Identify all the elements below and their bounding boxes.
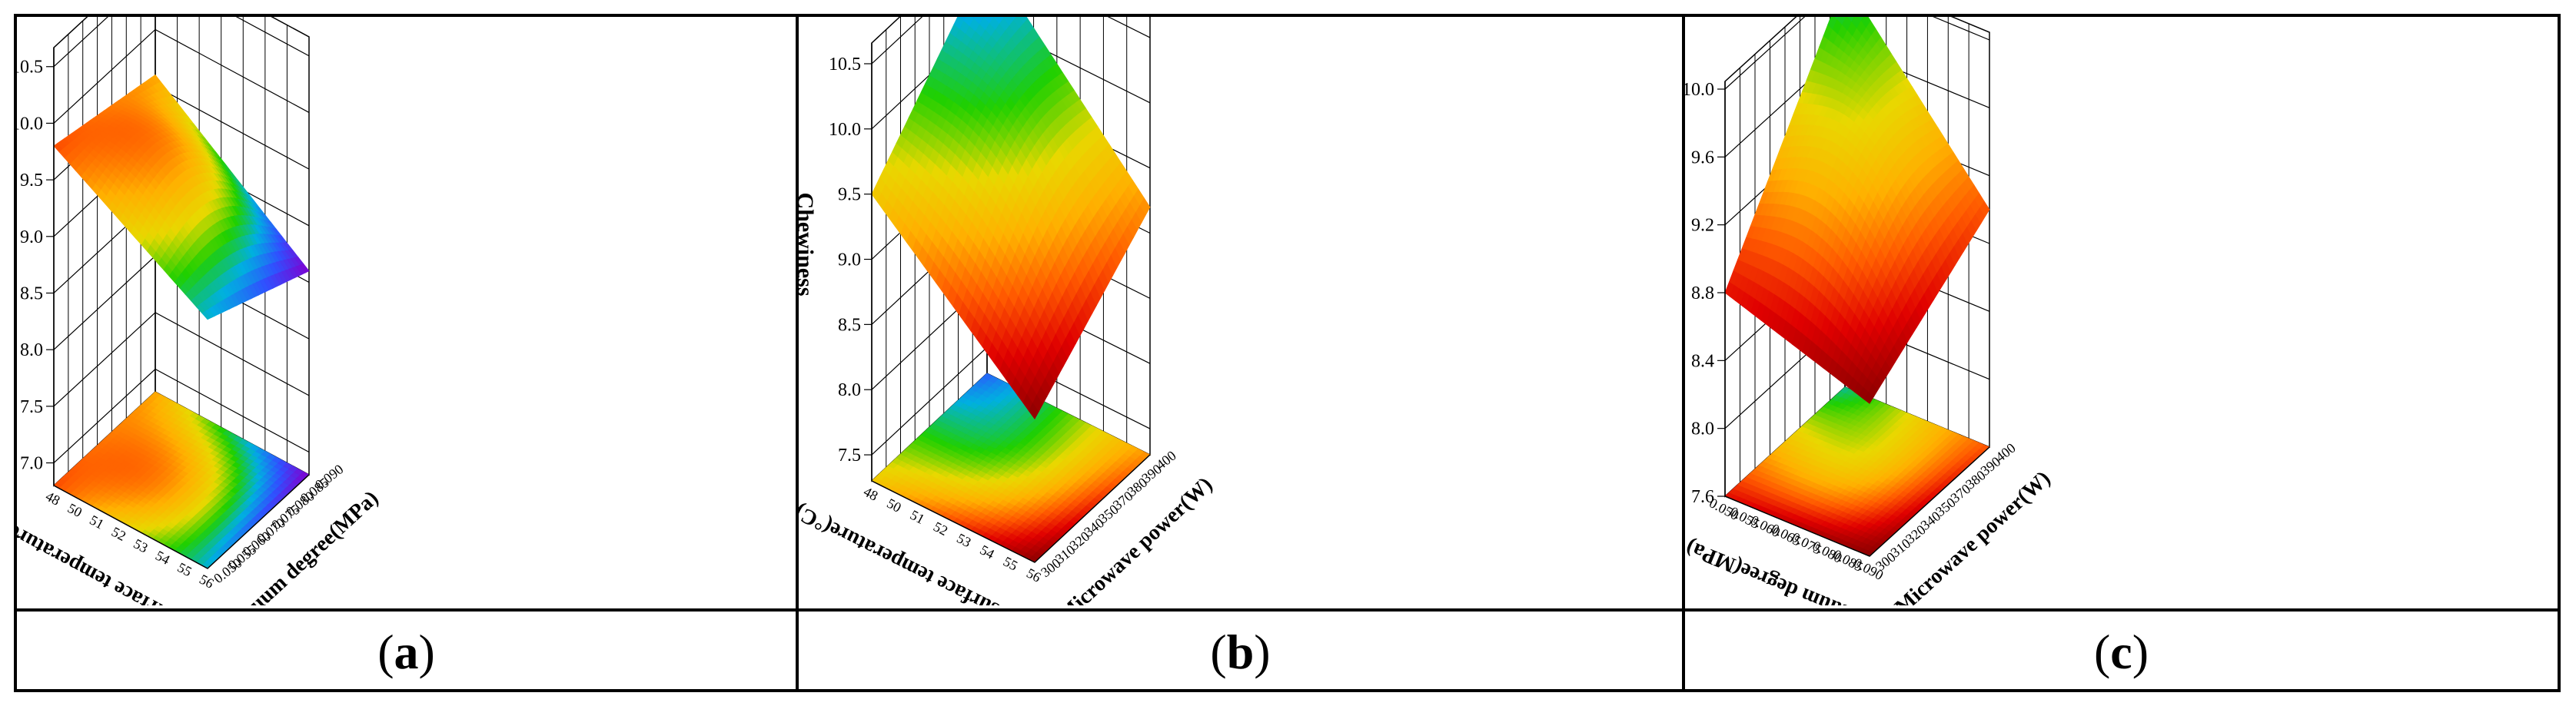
z-tick-label: 10.5 bbox=[17, 58, 43, 78]
z-tick-label: 9.6 bbox=[1691, 147, 1714, 167]
z-tick-label: 8.8 bbox=[1691, 283, 1714, 303]
z-axis-title: Chewiness bbox=[799, 192, 818, 296]
surface-cell bbox=[299, 264, 310, 273]
divider-2 bbox=[1682, 17, 1685, 689]
response-surface bbox=[1724, 0, 1990, 404]
response-surface bbox=[871, 0, 1151, 420]
x-tick-label: 54 bbox=[978, 542, 997, 562]
x-tick-label: 54 bbox=[153, 548, 172, 568]
floor-edge bbox=[53, 474, 310, 569]
x-tick-label: 52 bbox=[931, 519, 950, 539]
z-tick-label: 8.0 bbox=[20, 340, 43, 360]
z-tick-label: 8.0 bbox=[838, 380, 861, 400]
z-tick-label: 10.5 bbox=[829, 55, 861, 75]
x-tick-label: 53 bbox=[131, 535, 150, 555]
figure-frame: 7.07.58.08.59.09.510.010.5Chewiness48505… bbox=[0, 0, 2561, 692]
panel-a: 7.07.58.08.59.09.510.010.5Chewiness48505… bbox=[0, 0, 796, 669]
z-tick-label: 8.5 bbox=[20, 283, 43, 303]
x-tick-label: 48 bbox=[861, 484, 880, 504]
z-tick-label: 8.5 bbox=[838, 315, 861, 335]
x-tick-label: 50 bbox=[884, 496, 903, 515]
z-tick-labels: 7.0 7.5 8.0 8.5 9.0 9.5 10.0 10.5 bbox=[11, 58, 54, 474]
caption-divider bbox=[17, 608, 2558, 612]
z-tick-label: 10.0 bbox=[829, 120, 861, 140]
z-tick-labels: 7.5 8.0 8.5 9.0 9.5 10.0 10.5 bbox=[829, 55, 872, 466]
z-tick-label: 10.0 bbox=[17, 114, 43, 134]
z-tick-label: 9.0 bbox=[20, 227, 43, 247]
chart-a: 7.07.58.08.59.09.510.010.5Chewiness48505… bbox=[0, 0, 383, 669]
x-tick-label: 52 bbox=[109, 524, 128, 544]
z-grid-line bbox=[53, 0, 310, 68]
z-tick-labels: 7.68.08.48.89.29.610.0 bbox=[1682, 80, 1725, 507]
caption-c: (c) bbox=[2093, 624, 2149, 679]
z-tick-label: 9.2 bbox=[1691, 216, 1714, 236]
panel-c: 7.68.08.48.89.29.610.0Chewiness0.0500.05… bbox=[1646, 0, 2558, 634]
caption-b: (b) bbox=[1210, 624, 1271, 679]
chart-c: 7.68.08.48.89.29.610.0Chewiness0.0500.05… bbox=[1646, 0, 2055, 634]
z-tick-label: 7.0 bbox=[20, 454, 43, 474]
z-tick-label: 9.5 bbox=[20, 171, 43, 191]
panel-b: 7.5 8.0 8.5 9.0 9.5 10.0 10.5 Chewiness 48 50 51 52… bbox=[791, 0, 1682, 660]
x-tick-label: 55 bbox=[1001, 554, 1020, 574]
z-tick-label: 9.5 bbox=[838, 185, 861, 205]
z-tick-label: 8.0 bbox=[1691, 419, 1714, 439]
x-tick-label: 51 bbox=[908, 507, 927, 527]
x-tick-label: 50 bbox=[65, 500, 85, 520]
x-tick-label: 55 bbox=[175, 559, 194, 579]
z-tick-label: 7.5 bbox=[838, 446, 861, 466]
z-tick-label: 10.0 bbox=[1685, 80, 1714, 100]
caption-a: (a) bbox=[377, 624, 435, 679]
z-tick-label: 8.4 bbox=[1691, 351, 1714, 371]
response-surface bbox=[53, 74, 310, 320]
x-tick-label: 48 bbox=[43, 489, 62, 509]
floor-contour bbox=[871, 373, 1151, 563]
x-tick-label: 51 bbox=[87, 512, 106, 532]
z-tick-label: 9.0 bbox=[838, 250, 861, 270]
z-tick-label: 7.5 bbox=[20, 397, 43, 417]
divider-1 bbox=[796, 17, 799, 689]
z-grid-line bbox=[53, 312, 310, 407]
x-tick-label: 53 bbox=[954, 530, 973, 550]
